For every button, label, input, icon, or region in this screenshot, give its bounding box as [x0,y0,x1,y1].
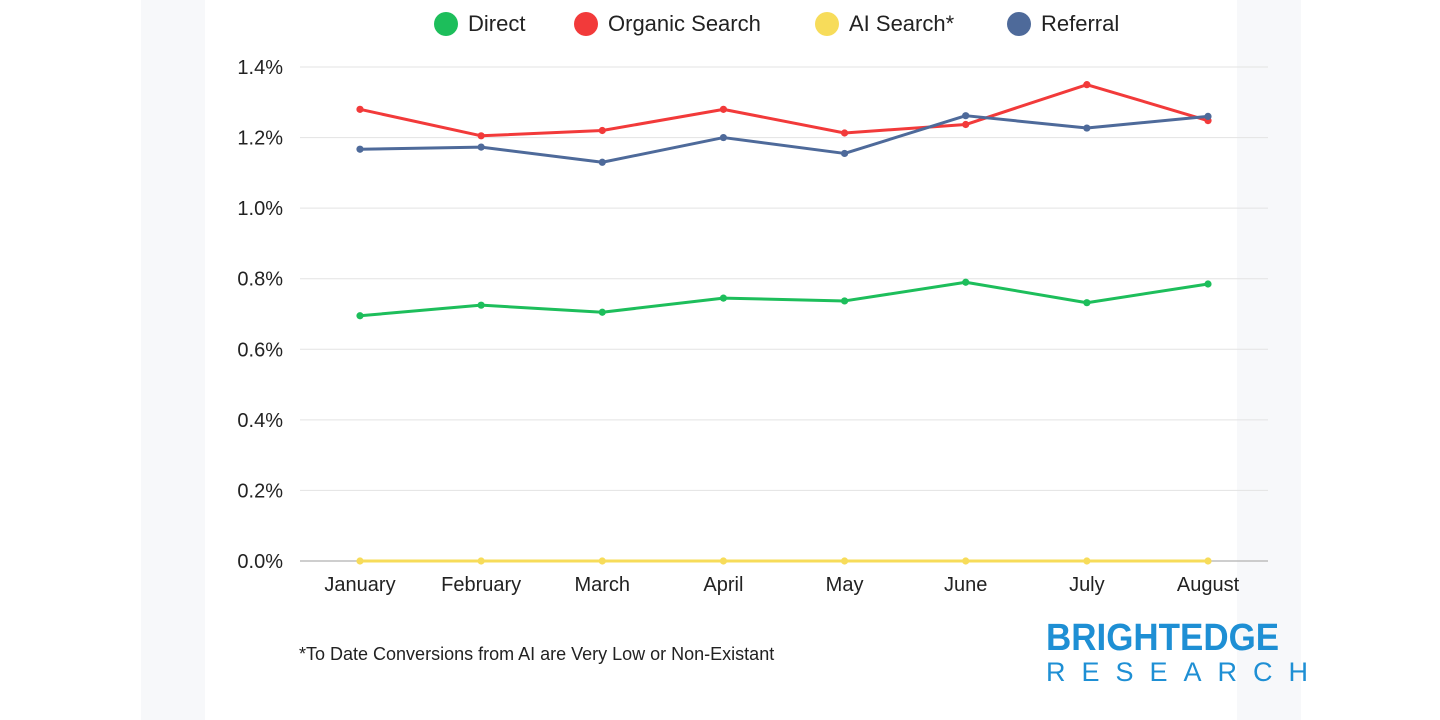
data-point-organic-search [719,105,728,113]
data-point-direct [1083,299,1091,307]
data-point-organic-search [1083,81,1091,89]
y-tick-label: 0.4% [237,410,283,432]
right-background-band [1237,0,1301,720]
legend-label: Organic Search [608,11,761,36]
data-point-ai-search [1204,557,1212,565]
data-point-referral [1204,112,1212,120]
data-point-organic-search [356,105,364,113]
data-point-ai-search [962,557,970,565]
data-point-ai-search [1083,557,1091,565]
y-tick-label: 0.0% [237,551,283,573]
x-tick-label: August [1177,574,1240,596]
data-point-organic-search [477,132,485,140]
series-line-direct [358,280,1210,318]
x-tick-label: March [574,574,630,596]
legend-label: Direct [468,11,525,36]
data-point-referral [962,112,970,120]
legend-marker [574,12,598,36]
data-point-referral [1083,124,1091,132]
x-tick-label: June [944,574,987,596]
data-point-ai-search [719,557,728,565]
footnote: *To Date Conversions from AI are Very Lo… [299,644,775,664]
data-point-ai-search [477,557,485,565]
chart-card [205,0,1237,708]
y-tick-label: 1.2% [237,128,283,150]
data-point-direct [477,301,485,309]
data-point-referral [840,149,849,158]
y-tick-label: 0.6% [237,339,283,361]
x-tick-label: February [441,574,521,596]
data-point-referral [477,143,485,151]
data-point-referral [719,133,728,142]
data-point-direct [840,297,849,305]
data-point-direct [598,308,606,316]
y-tick-label: 1.4% [237,57,283,79]
data-point-organic-search [840,129,849,137]
left-background-band [141,0,205,720]
data-point-direct [356,312,364,320]
data-point-direct [1204,280,1212,288]
data-point-ai-search [840,557,849,565]
brand-sub: RESEARCH [1046,657,1325,687]
x-tick-label: April [703,574,743,596]
y-tick-label: 0.2% [237,480,283,502]
data-point-referral [598,158,606,166]
brand-main: BRIGHTEDGE [1046,617,1280,659]
data-point-direct [962,278,970,286]
legend-label: Referral [1041,11,1119,36]
data-point-ai-search [598,557,606,565]
y-tick-label: 0.8% [237,269,283,291]
legend-label: AI Search* [849,11,955,36]
x-tick-label: July [1069,574,1105,596]
series-line-organic-search [358,83,1210,138]
x-tick-label: January [324,574,395,596]
legend-marker [434,12,458,36]
data-point-organic-search [598,126,606,135]
data-point-referral [356,145,364,153]
data-point-organic-search [962,120,970,129]
data-point-ai-search [356,557,364,565]
legend-marker [815,12,839,36]
y-tick-label: 1.0% [237,198,283,220]
brightedge-logo: BRIGHTEDGE RESEARCH [1046,617,1325,687]
data-point-direct [719,294,728,302]
series-line-referral [358,114,1210,164]
x-tick-label: May [826,574,864,596]
legend-marker [1007,12,1031,36]
